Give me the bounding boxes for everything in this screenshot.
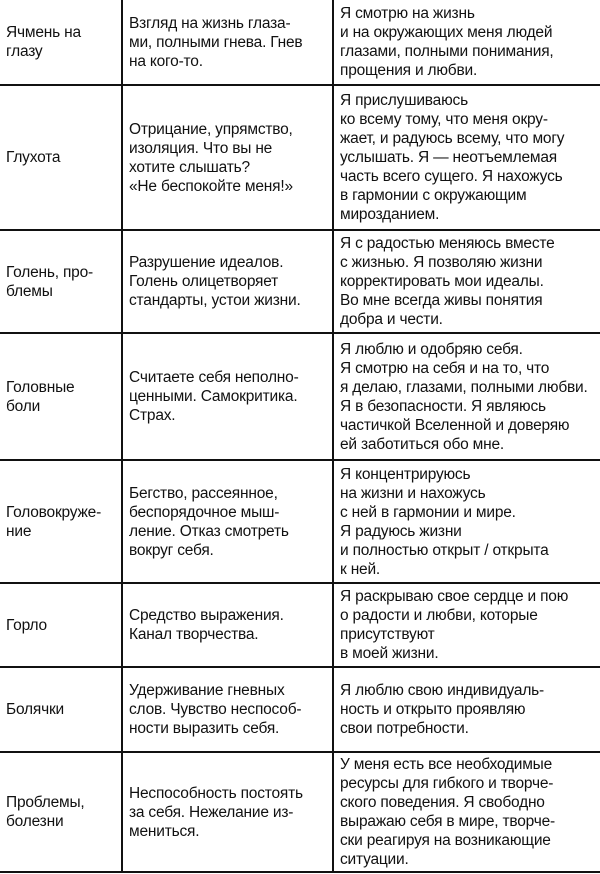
affirmation-cell: Я люблю и одобряю себя. Я смотрю на себя… bbox=[332, 332, 600, 461]
affirmation-cell: Я концентрируюсь на жизни и нахожусь с н… bbox=[332, 459, 600, 584]
problem-cell: Горло bbox=[0, 582, 123, 668]
table-row: Горло Средство выражения. Канал творчеств… bbox=[0, 582, 600, 668]
cause-cell: Удерживание гневных слов. Чувство неспос… bbox=[121, 666, 334, 753]
problem-cell: Ячмень на глазу bbox=[0, 0, 123, 86]
affirmation-cell: Я люблю свою индивидуаль- ность и открыт… bbox=[332, 666, 600, 753]
table-row: Головокруже- ние Бегство, рассеянное, бес… bbox=[0, 459, 600, 584]
cause-cell: Отрицание, упрямство, изоляция. Что вы н… bbox=[121, 84, 334, 231]
affirmation-cell: Я прислушиваюсь ко всему тому, что меня … bbox=[332, 84, 600, 231]
problem-cell: Глухота bbox=[0, 84, 123, 231]
table-row: Ячмень на глазу Взгляд на жизнь глаза- ми… bbox=[0, 0, 600, 86]
affirmation-cell: Я смотрю на жизнь и на окружающих меня л… bbox=[332, 0, 600, 86]
problem-cell: Болячки bbox=[0, 666, 123, 753]
table-row: Болячки Удерживание гневных слов. Чувство… bbox=[0, 666, 600, 753]
affirmation-cell: Я с радостью меняюсь вместе с жизнью. Я … bbox=[332, 229, 600, 334]
cause-cell: Неспособность постоять за себя. Нежелани… bbox=[121, 751, 334, 873]
table-row: Головные боли Считаете себя неполно- ценн… bbox=[0, 332, 600, 461]
affirmation-cell: У меня есть все необходимые ресурсы для … bbox=[332, 751, 600, 873]
affirmation-cell: Я раскрываю свое сердце и пою о радости … bbox=[332, 582, 600, 668]
table-row: Голень, про- блемы Разрушение идеалов. Го… bbox=[0, 229, 600, 334]
cause-cell: Средство выражения. Канал творчества. bbox=[121, 582, 334, 668]
problem-cell: Проблемы, болезни bbox=[0, 751, 123, 873]
problem-cell: Головные боли bbox=[0, 332, 123, 461]
cause-cell: Разрушение идеалов. Голень олицетворяет … bbox=[121, 229, 334, 334]
problem-cell: Головокруже- ние bbox=[0, 459, 123, 584]
problem-cell: Голень, про- блемы bbox=[0, 229, 123, 334]
cause-cell: Взгляд на жизнь глаза- ми, полными гнева… bbox=[121, 0, 334, 86]
cause-cell: Бегство, рассеянное, беспорядочное мыш- … bbox=[121, 459, 334, 584]
cause-cell: Считаете себя неполно- ценными. Самокрит… bbox=[121, 332, 334, 461]
table-row: Проблемы, болезни Неспособность постоять … bbox=[0, 751, 600, 873]
table-row: Глухота Отрицание, упрямство, изоляция. Ч… bbox=[0, 84, 600, 231]
